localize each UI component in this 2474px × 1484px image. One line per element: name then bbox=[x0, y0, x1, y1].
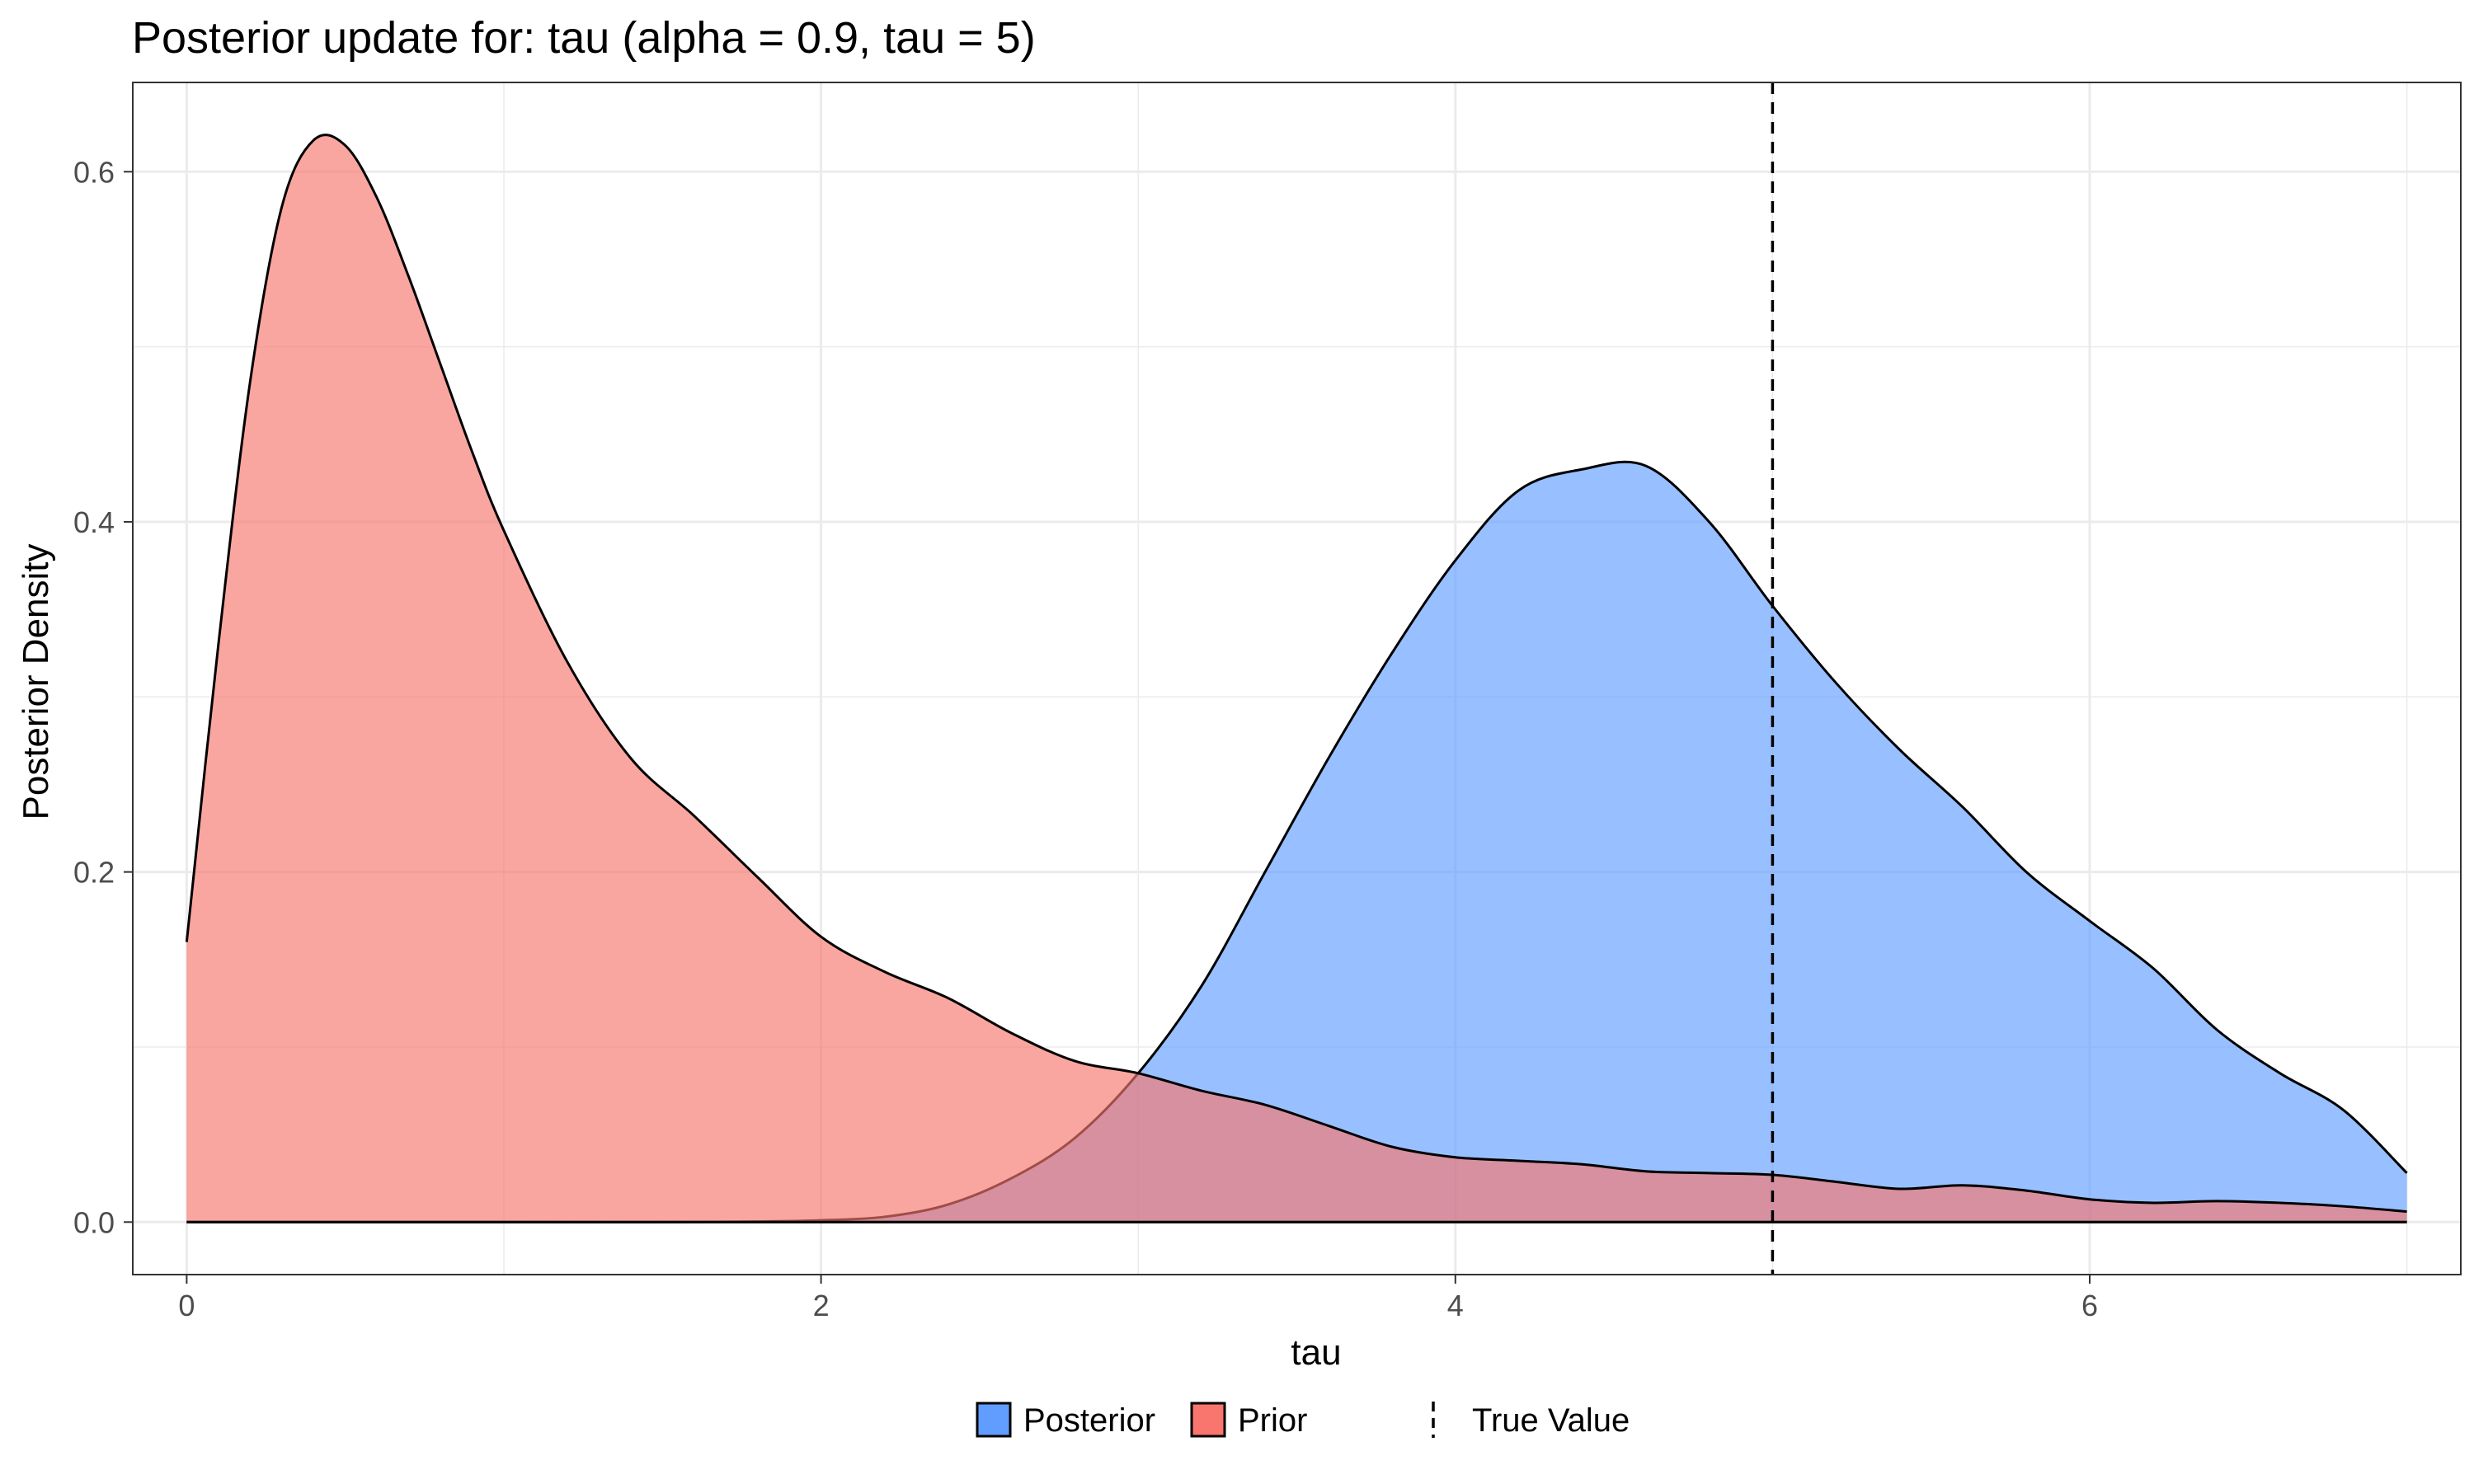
x-tick-label: 2 bbox=[813, 1289, 830, 1322]
y-tick-label: 0.6 bbox=[73, 155, 115, 189]
x-tick-label: 4 bbox=[1447, 1289, 1464, 1322]
legend-label-posterior: Posterior bbox=[1023, 1402, 1155, 1439]
plot-area: 0 2 4 6 0.0 0.2 0.4 0.6 bbox=[73, 82, 2462, 1322]
legend: Posterior Prior True Value bbox=[976, 1402, 1630, 1439]
legend-key-prior bbox=[1190, 1402, 1226, 1438]
panel-border bbox=[132, 82, 2462, 1275]
y-tick-label: 0.0 bbox=[73, 1205, 115, 1239]
x-tick-label: 0 bbox=[178, 1289, 195, 1322]
legend-label-true-value: True Value bbox=[1472, 1402, 1630, 1439]
x-tick-label: 6 bbox=[2081, 1289, 2098, 1322]
density-area-posterior bbox=[186, 462, 2407, 1223]
density-line-prior bbox=[185, 134, 2407, 1214]
legend-key-posterior bbox=[976, 1402, 1012, 1438]
density-area-prior bbox=[186, 134, 2407, 1223]
x-axis-title: tau bbox=[1291, 1332, 1341, 1373]
y-axis-title: Posterior Density bbox=[16, 543, 56, 819]
legend-label-prior: Prior bbox=[1238, 1402, 1307, 1439]
y-tick-label: 0.2 bbox=[73, 856, 115, 890]
y-tick-label: 0.4 bbox=[73, 505, 115, 539]
chart-title: Posterior update for: tau (alpha = 0.9, … bbox=[132, 13, 1036, 63]
